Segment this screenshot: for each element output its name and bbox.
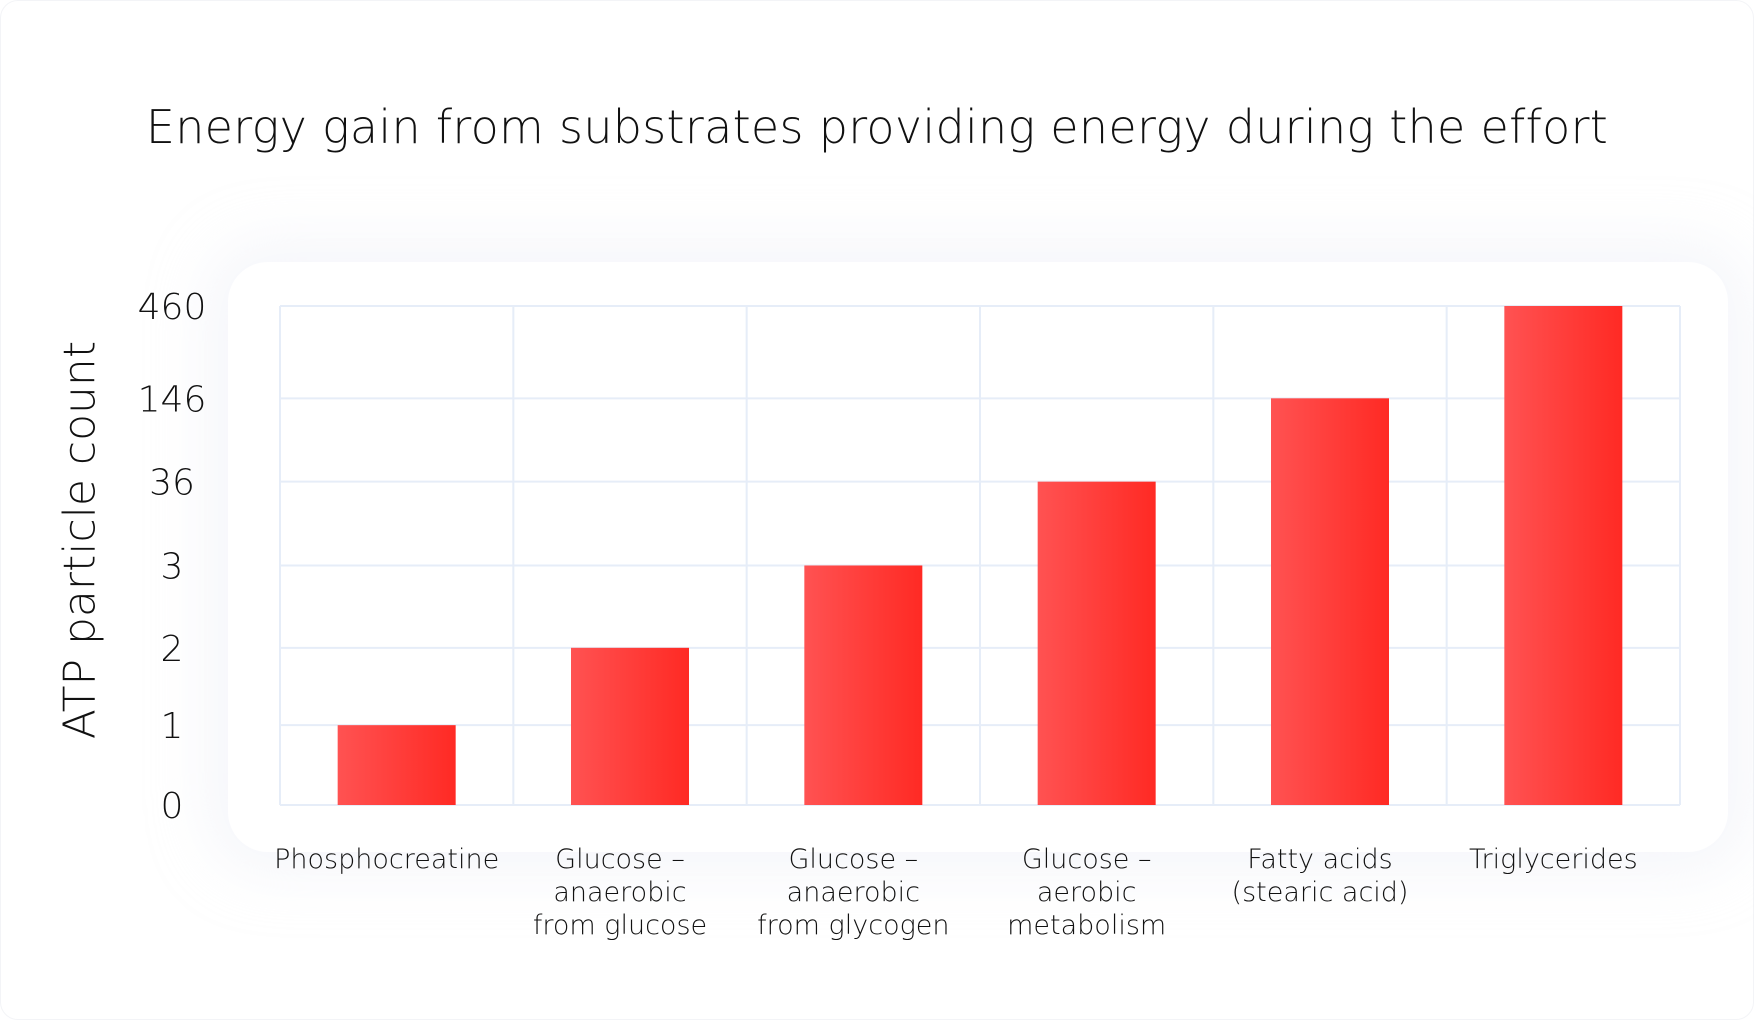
bar-1 (337, 725, 456, 805)
x-tick-label: Triglycerides (1469, 844, 1638, 875)
chart-title: Energy gain from substrates providing en… (145, 100, 1609, 154)
x-tick-label: Glucose – anaerobic from glycogen (757, 844, 949, 941)
y-tick-label: 146 (138, 379, 207, 420)
x-tick-label: Phosphocreatine (274, 844, 499, 875)
y-tick-label: 3 (161, 546, 184, 587)
x-tick-labels: Phosphocreatine Glucose – anaerobic from gl… (274, 844, 1638, 941)
bar-5 (1271, 398, 1389, 805)
y-tick-label: 36 (149, 463, 195, 504)
plot-panel (228, 262, 1728, 852)
x-tick-label: Fatty acids (stearic acid) (1232, 844, 1409, 908)
bar-2 (571, 647, 689, 805)
bar-4 (1037, 481, 1156, 805)
y-tick-label: 2 (161, 629, 184, 670)
grid (279, 305, 1681, 806)
bar-6 (1504, 306, 1623, 805)
y-tick-label: 1 (161, 706, 184, 747)
x-tick-label: Glucose – anaerobic from glucose (533, 844, 707, 941)
bars (337, 306, 1623, 805)
x-tick-label: Glucose – aerobic metabolism (1007, 844, 1166, 941)
y-tick-labels: 0 1 2 3 36 146 460 (138, 287, 207, 827)
bar-3 (804, 565, 923, 805)
y-tick-label: 0 (161, 786, 184, 827)
y-tick-label: 460 (138, 287, 207, 328)
